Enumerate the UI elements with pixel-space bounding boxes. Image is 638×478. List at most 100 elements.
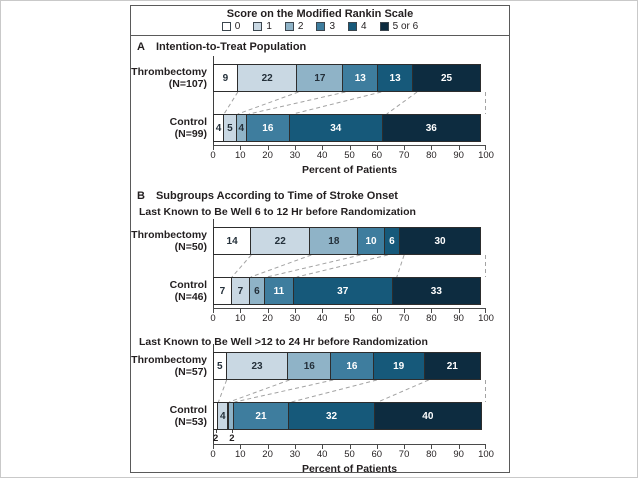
x-axis-tick bbox=[431, 445, 433, 449]
bar-segment: 5 bbox=[213, 352, 227, 380]
group-n: (N=46) bbox=[174, 291, 207, 303]
legend-title: Score on the Modified Rankin Scale bbox=[226, 8, 414, 20]
legend-swatch bbox=[348, 22, 358, 31]
x-axis-tick-label: 100 bbox=[478, 313, 494, 324]
chart-row-labels: Thrombectomy (N=107) Control (N=99) bbox=[131, 64, 213, 176]
connector-line bbox=[377, 380, 429, 402]
stacked-bar: 7 7 6 11 37 33 bbox=[213, 277, 486, 305]
callout-value: 2 bbox=[229, 433, 235, 444]
chart-plot-area: 9 22 17 13 13 25 4 5 4 16 34 36 0 10 20 30 40 50 60 70 80 90 1… bbox=[210, 56, 494, 176]
group-name: Thrombectomy bbox=[131, 228, 207, 241]
x-axis-tick bbox=[349, 146, 351, 150]
x-axis-tick bbox=[213, 146, 214, 150]
bar-segment: 32 bbox=[288, 402, 375, 430]
legend-swatch bbox=[316, 22, 326, 31]
chart-plot-area: 5 23 16 16 19 21 2 4 2 21 32 40 0 10 20 30 40 50 60 70 80 90 1… bbox=[210, 344, 494, 475]
bar-segment: 10 bbox=[357, 227, 385, 255]
connector-line bbox=[266, 255, 361, 277]
distribution-connector-lines bbox=[231, 255, 486, 277]
panel-a-title: Intention-to-Treat Population bbox=[155, 41, 307, 53]
group-name: Control bbox=[169, 278, 207, 291]
legend-box: Score on the Modified Rankin Scale 0 1 2 3 4… bbox=[130, 5, 510, 36]
x-axis-tick bbox=[213, 309, 214, 313]
chart-12-to-24-hr: Thrombectomy (N=57) Control (N=53) 5 23 16 16 19… bbox=[131, 344, 509, 475]
panel-b-title: Subgroups According to Time of Stroke On… bbox=[155, 190, 398, 202]
legend-item-label: 2 bbox=[297, 21, 304, 32]
bar-segment: 19 bbox=[372, 352, 425, 380]
x-axis-tick bbox=[322, 445, 324, 449]
x-axis-tick bbox=[240, 146, 242, 150]
x-axis-tick-label: 80 bbox=[426, 449, 437, 460]
panel-b-letter: B bbox=[137, 190, 145, 202]
group-name: Thrombectomy bbox=[131, 65, 207, 78]
panel-a-letter: A bbox=[137, 41, 145, 53]
x-axis-tick-label: 0 bbox=[210, 313, 216, 324]
x-axis-tick bbox=[267, 445, 269, 449]
legend-items: 0 1 2 3 4 5 or 6 bbox=[131, 21, 509, 32]
stacked-bar: 5 23 16 16 19 21 bbox=[213, 352, 486, 380]
subgroup-1-title: Last Known to Be Well 6 to 12 Hr before … bbox=[139, 206, 416, 218]
connector-line bbox=[237, 92, 299, 114]
callout-leader bbox=[231, 430, 233, 433]
x-axis-tick-label: 40 bbox=[316, 313, 328, 324]
x-axis-tick bbox=[404, 146, 406, 150]
legend-swatch bbox=[284, 22, 294, 31]
x-axis-tick-label: 50 bbox=[344, 449, 355, 460]
legend-item-label: 5 or 6 bbox=[392, 21, 419, 32]
bar-segment: 25 bbox=[412, 64, 481, 92]
x-axis-tick bbox=[376, 146, 378, 150]
callout-value: 2 bbox=[213, 433, 219, 444]
x-axis-tick bbox=[213, 445, 214, 449]
x-axis: 0 10 20 30 40 50 60 70 80 90 100 bbox=[210, 308, 494, 326]
legend-item: 4 bbox=[348, 21, 367, 32]
legend-swatch bbox=[253, 22, 263, 31]
x-axis-tick-label: 50 bbox=[344, 150, 355, 161]
chart-intention-to-treat: Thrombectomy (N=107) Control (N=99) 9 22 17 13 1… bbox=[131, 56, 509, 176]
connector-line bbox=[229, 380, 290, 402]
legend-item: 0 bbox=[221, 21, 241, 32]
x-axis-tick-label: 70 bbox=[398, 313, 410, 324]
legend-item: 2 bbox=[284, 21, 304, 32]
x-axis-tick-label: 40 bbox=[316, 449, 328, 460]
group-n: (N=99) bbox=[174, 128, 207, 140]
x-axis-tick bbox=[431, 146, 433, 150]
connector-line bbox=[231, 255, 252, 277]
legend-item-label: 3 bbox=[329, 21, 336, 32]
bar-segment: 11 bbox=[264, 277, 294, 305]
chart-plot-area: 14 22 18 10 6 30 7 7 6 11 37 33 0 10 20 30 40 50 60 70 80 90 1… bbox=[210, 219, 494, 326]
bar-segment: 6 bbox=[248, 277, 266, 305]
x-axis-tick-label: 20 bbox=[262, 150, 273, 161]
bar-segment: 37 bbox=[292, 277, 393, 305]
bar-segment: 40 bbox=[373, 402, 482, 430]
x-axis-tick bbox=[404, 445, 406, 449]
group-n: (N=50) bbox=[174, 241, 207, 253]
chart-row-labels: Thrombectomy (N=57) Control (N=53) bbox=[131, 352, 213, 475]
x-axis-tick bbox=[458, 146, 460, 150]
bar-segment: 4 bbox=[217, 402, 229, 430]
x-axis-tick bbox=[322, 146, 324, 150]
x-axis-tick bbox=[267, 309, 269, 313]
x-axis-title: Percent of Patients bbox=[301, 463, 398, 475]
x-axis-tick-label: 0 bbox=[210, 449, 216, 460]
connector-line bbox=[223, 92, 239, 114]
group-n: (N=107) bbox=[168, 78, 207, 90]
x-axis-tick-label: 10 bbox=[235, 313, 246, 324]
bar-segment: 21 bbox=[232, 402, 290, 430]
x-axis-tick bbox=[458, 309, 460, 313]
connector-line bbox=[396, 255, 405, 277]
bar-segment: 9 bbox=[213, 64, 238, 92]
x-axis-tick-label: 30 bbox=[289, 449, 301, 460]
bar-segment: 22 bbox=[250, 227, 311, 255]
x-axis-tick bbox=[431, 309, 433, 313]
bar-segment: 36 bbox=[381, 114, 481, 142]
x-axis-tick-label: 60 bbox=[371, 150, 383, 161]
x-axis-tick bbox=[349, 445, 351, 449]
legend-item: 3 bbox=[316, 21, 335, 32]
x-axis-tick bbox=[485, 309, 486, 313]
bar-segment: 16 bbox=[330, 352, 374, 380]
x-axis-tick-label: 90 bbox=[453, 150, 464, 161]
x-axis-tick-label: 20 bbox=[262, 449, 273, 460]
connector-line bbox=[248, 92, 346, 114]
legend-item-label: 0 bbox=[234, 21, 241, 32]
